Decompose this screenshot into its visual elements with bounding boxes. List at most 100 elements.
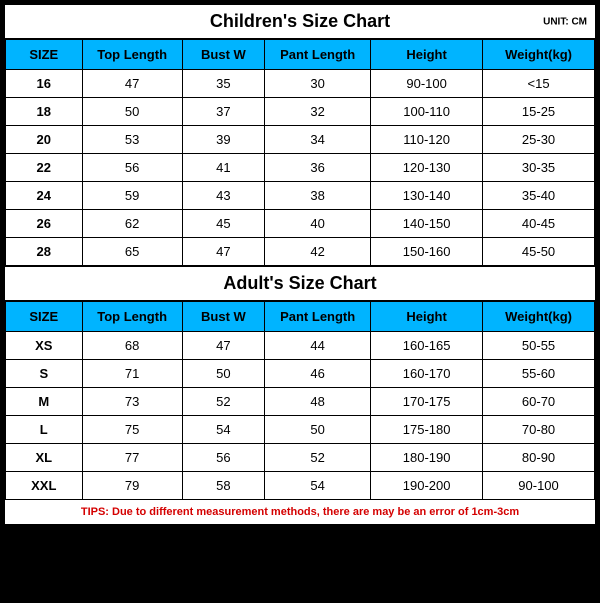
col-height: Height — [371, 40, 483, 70]
cell: 35-40 — [483, 182, 595, 210]
cell: 110-120 — [371, 126, 483, 154]
adult-table: SIZE Top Length Bust W Pant Length Heigh… — [5, 301, 595, 500]
cell: 140-150 — [371, 210, 483, 238]
cell: 16 — [6, 70, 83, 98]
adult-title-row: Adult's Size Chart — [5, 266, 595, 301]
cell: 46 — [265, 360, 371, 388]
cell: 54 — [265, 472, 371, 500]
table-row: M735248170-17560-70 — [6, 388, 595, 416]
cell: 68 — [82, 332, 182, 360]
cell: 40-45 — [483, 210, 595, 238]
cell: 190-200 — [371, 472, 483, 500]
cell: 30 — [265, 70, 371, 98]
cell: 160-170 — [371, 360, 483, 388]
table-row: 22564136120-13030-35 — [6, 154, 595, 182]
cell: 79 — [82, 472, 182, 500]
cell: <15 — [483, 70, 595, 98]
cell: 77 — [82, 444, 182, 472]
cell: 37 — [182, 98, 264, 126]
cell: 50 — [82, 98, 182, 126]
col-top-length: Top Length — [82, 302, 182, 332]
table-row: 28654742150-16045-50 — [6, 238, 595, 266]
cell: 170-175 — [371, 388, 483, 416]
children-title: Children's Size Chart — [210, 11, 390, 31]
cell: 25-30 — [483, 126, 595, 154]
children-table: SIZE Top Length Bust W Pant Length Heigh… — [5, 39, 595, 266]
cell: 70-80 — [483, 416, 595, 444]
cell: 44 — [265, 332, 371, 360]
table-row: XS684744160-16550-55 — [6, 332, 595, 360]
cell: 39 — [182, 126, 264, 154]
cell: 52 — [182, 388, 264, 416]
col-size: SIZE — [6, 40, 83, 70]
cell: 53 — [82, 126, 182, 154]
table-row: 24594338130-14035-40 — [6, 182, 595, 210]
table-row: 26624540140-15040-45 — [6, 210, 595, 238]
cell: 47 — [182, 332, 264, 360]
cell: 50-55 — [483, 332, 595, 360]
cell: 38 — [265, 182, 371, 210]
adult-header-row: SIZE Top Length Bust W Pant Length Heigh… — [6, 302, 595, 332]
cell: 58 — [182, 472, 264, 500]
cell: 55-60 — [483, 360, 595, 388]
cell: 30-35 — [483, 154, 595, 182]
cell: 90-100 — [371, 70, 483, 98]
cell: 47 — [82, 70, 182, 98]
cell: L — [6, 416, 83, 444]
cell: 45 — [182, 210, 264, 238]
table-row: 18503732100-11015-25 — [6, 98, 595, 126]
cell: 175-180 — [371, 416, 483, 444]
cell: 41 — [182, 154, 264, 182]
children-title-row: Children's Size Chart UNIT: CM — [5, 5, 595, 39]
cell: 45-50 — [483, 238, 595, 266]
cell: 160-165 — [371, 332, 483, 360]
cell: 18 — [6, 98, 83, 126]
cell: 50 — [265, 416, 371, 444]
cell: 15-25 — [483, 98, 595, 126]
cell: 60-70 — [483, 388, 595, 416]
cell: 47 — [182, 238, 264, 266]
col-pant: Pant Length — [265, 302, 371, 332]
cell: 73 — [82, 388, 182, 416]
col-size: SIZE — [6, 302, 83, 332]
table-row: XXL795854190-20090-100 — [6, 472, 595, 500]
cell: 71 — [82, 360, 182, 388]
col-top-length: Top Length — [82, 40, 182, 70]
cell: 56 — [182, 444, 264, 472]
table-row: L755450175-18070-80 — [6, 416, 595, 444]
cell: 130-140 — [371, 182, 483, 210]
children-header-row: SIZE Top Length Bust W Pant Length Heigh… — [6, 40, 595, 70]
cell: 36 — [265, 154, 371, 182]
cell: XS — [6, 332, 83, 360]
cell: 32 — [265, 98, 371, 126]
cell: S — [6, 360, 83, 388]
col-bust: Bust W — [182, 302, 264, 332]
cell: 54 — [182, 416, 264, 444]
cell: 180-190 — [371, 444, 483, 472]
cell: 20 — [6, 126, 83, 154]
col-weight: Weight(kg) — [483, 40, 595, 70]
cell: 56 — [82, 154, 182, 182]
cell: 26 — [6, 210, 83, 238]
cell: 24 — [6, 182, 83, 210]
col-weight: Weight(kg) — [483, 302, 595, 332]
cell: 42 — [265, 238, 371, 266]
table-row: 20533934110-12025-30 — [6, 126, 595, 154]
cell: 65 — [82, 238, 182, 266]
cell: 80-90 — [483, 444, 595, 472]
cell: 90-100 — [483, 472, 595, 500]
cell: 43 — [182, 182, 264, 210]
table-row: XL775652180-19080-90 — [6, 444, 595, 472]
cell: 150-160 — [371, 238, 483, 266]
adult-title: Adult's Size Chart — [223, 273, 376, 293]
cell: M — [6, 388, 83, 416]
cell: 40 — [265, 210, 371, 238]
unit-label: UNIT: CM — [543, 16, 587, 27]
cell: 62 — [82, 210, 182, 238]
size-chart-container: Children's Size Chart UNIT: CM SIZE Top … — [3, 3, 597, 526]
cell: 22 — [6, 154, 83, 182]
cell: 100-110 — [371, 98, 483, 126]
cell: 50 — [182, 360, 264, 388]
cell: 120-130 — [371, 154, 483, 182]
col-height: Height — [371, 302, 483, 332]
